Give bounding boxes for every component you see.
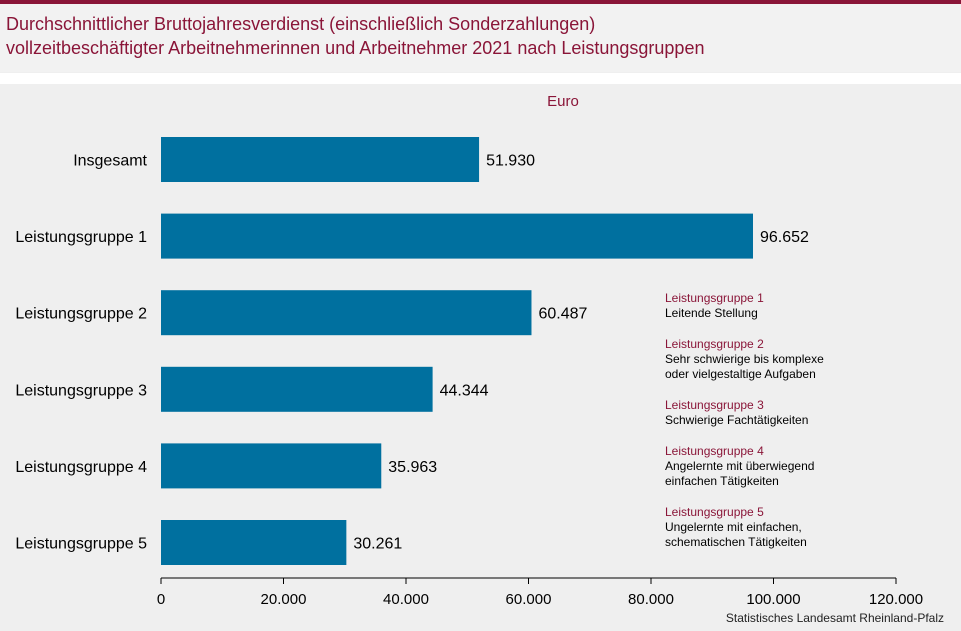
value-label: 96.652 xyxy=(760,229,809,246)
value-label: 51.930 xyxy=(486,153,535,170)
value-label: 60.487 xyxy=(538,306,587,323)
legend-item-5: Leistungsgruppe 5 Ungelernte mit einfach… xyxy=(665,505,905,550)
bar xyxy=(161,213,753,259)
bar xyxy=(161,443,382,489)
x-tick-label: 40.000 xyxy=(383,591,429,608)
legend-head: Leistungsgruppe 2 xyxy=(665,337,764,351)
legend: Leistungsgruppe 1 Leitende Stellung Leis… xyxy=(665,291,905,566)
category-label: Leistungsgruppe 3 xyxy=(15,382,147,399)
legend-item-1: Leistungsgruppe 1 Leitende Stellung xyxy=(665,291,905,321)
bar xyxy=(161,137,480,182)
legend-head: Leistungsgruppe 4 xyxy=(665,444,764,458)
top-accent-rule xyxy=(0,0,961,4)
category-label: Leistungsgruppe 1 xyxy=(15,229,147,246)
x-tick-label: 20.000 xyxy=(261,591,307,608)
unit-label: Euro xyxy=(547,93,579,110)
chart-title-line-1: Durchschnittlicher Bruttojahresverdienst… xyxy=(6,14,596,34)
value-label: 30.261 xyxy=(353,536,402,553)
legend-desc: Schwierige Fachtätigkeiten xyxy=(665,413,809,427)
category-label: Leistungsgruppe 5 xyxy=(15,536,147,553)
legend-item-4: Leistungsgruppe 4 Angelernte mit überwie… xyxy=(665,444,905,489)
legend-item-3: Leistungsgruppe 3 Schwierige Fachtätigke… xyxy=(665,398,905,428)
legend-head: Leistungsgruppe 1 xyxy=(665,291,764,305)
title-separator xyxy=(0,73,961,84)
category-label: Insgesamt xyxy=(73,153,147,170)
category-label: Leistungsgruppe 2 xyxy=(15,306,147,323)
x-tick-label: 0 xyxy=(157,591,165,608)
bar xyxy=(161,520,347,565)
legend-desc: Sehr schwierige bis komplexe oder vielge… xyxy=(665,352,824,381)
legend-desc: Angelernte mit überwiegend einfachen Tät… xyxy=(665,459,815,488)
legend-desc: Ungelernte mit einfachen, schematischen … xyxy=(665,520,807,549)
x-tick-label: 120.000 xyxy=(869,591,923,608)
chart-title-line-2: vollzeitbeschäftigter Arbeitnehmerinnen … xyxy=(6,38,705,58)
value-label: 44.344 xyxy=(440,382,489,399)
category-label: Leistungsgruppe 4 xyxy=(15,459,147,476)
source-note: Statistisches Landesamt Rheinland-Pfalz xyxy=(725,611,944,625)
legend-desc: Leitende Stellung xyxy=(665,306,758,320)
legend-item-2: Leistungsgruppe 2 Sehr schwierige bis ko… xyxy=(665,337,905,382)
bar xyxy=(161,290,532,336)
x-tick-label: 60.000 xyxy=(506,591,552,608)
bar xyxy=(161,366,433,412)
chart-title-box: Durchschnittlicher Bruttojahresverdienst… xyxy=(0,4,961,72)
value-label: 35.963 xyxy=(388,459,437,476)
legend-head: Leistungsgruppe 5 xyxy=(665,505,764,519)
x-tick-label: 100.000 xyxy=(746,591,800,608)
x-tick-label: 80.000 xyxy=(628,591,674,608)
legend-head: Leistungsgruppe 3 xyxy=(665,398,764,412)
